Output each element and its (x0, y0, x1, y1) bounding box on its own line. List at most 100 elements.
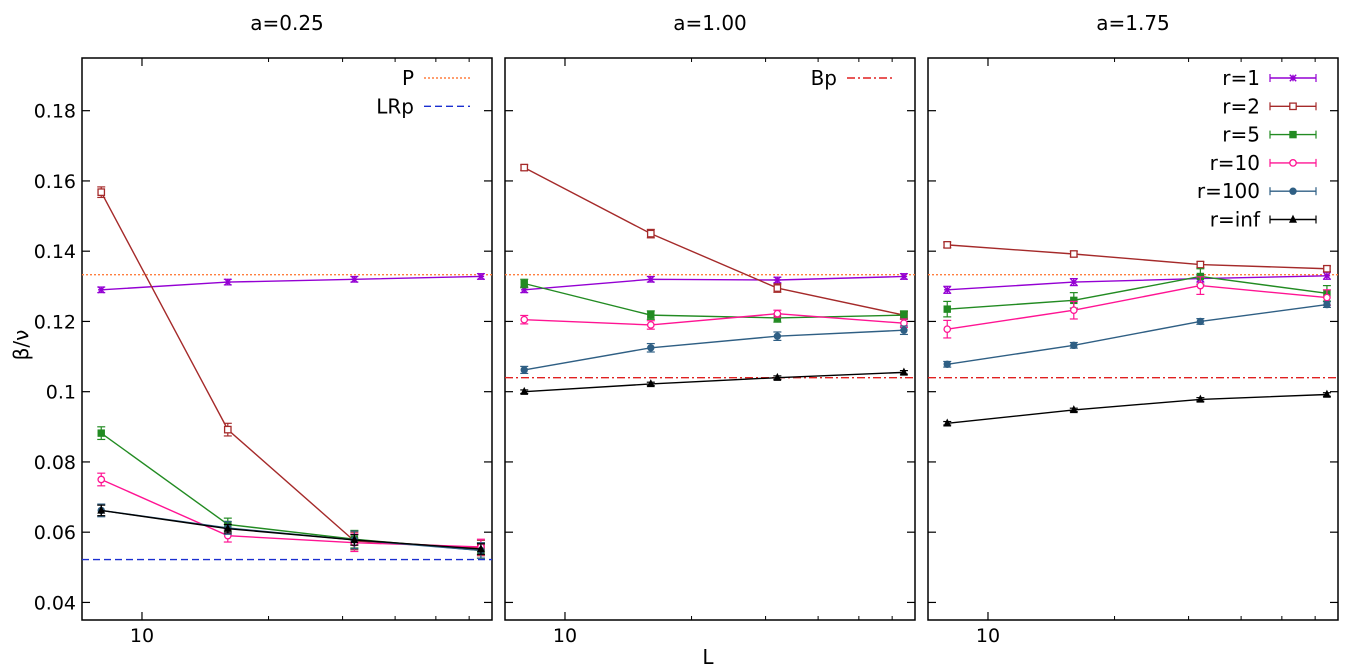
series-line (524, 282, 904, 319)
data-point (520, 366, 528, 374)
series-r-100 (520, 325, 908, 375)
legend: r=1 r=2 r=5 r=10 r=100 r=inf (1197, 66, 1317, 232)
series-line (523, 166, 905, 316)
data-point (1323, 264, 1331, 273)
data-point (97, 286, 105, 294)
data-point (224, 278, 232, 286)
legend-marker (1288, 214, 1298, 223)
legend-label: r=10 (1210, 151, 1260, 175)
data-point (520, 315, 529, 324)
data-point (520, 163, 529, 172)
y-tick-label: 0.08 (34, 452, 76, 474)
data-point (1323, 293, 1331, 302)
series-line (101, 275, 481, 291)
data-point (647, 344, 655, 352)
data-point (1323, 300, 1331, 309)
series-r-1 (943, 271, 1331, 294)
series-r-1 (520, 272, 908, 294)
series-line (524, 371, 904, 393)
data-point (899, 367, 908, 376)
data-point (1323, 272, 1331, 280)
series-r-2 (520, 163, 908, 320)
plot-area: 10 r=1 r=2 r=5 r=10 r=100 r=inf (928, 58, 1338, 647)
panel-a-1-00: a=1.00 10 Bp (504, 11, 916, 647)
data-point (900, 326, 908, 334)
series-line (100, 478, 481, 548)
data-point (1070, 341, 1078, 350)
legend-label: LRp (376, 94, 414, 118)
data-point (900, 311, 908, 319)
series-r-2 (97, 186, 485, 557)
series-line (524, 313, 904, 326)
series-r-inf (97, 504, 485, 555)
panel-frame (927, 57, 1339, 621)
data-point (97, 429, 105, 437)
data-point (773, 309, 782, 318)
data-point (646, 379, 655, 388)
panel-frame (81, 57, 493, 621)
legend-marker (1289, 102, 1297, 111)
series-line (947, 284, 1327, 330)
data-point (97, 475, 106, 484)
legend-marker (1289, 130, 1297, 139)
data-point (943, 286, 951, 294)
data-point (773, 372, 782, 381)
data-point (943, 360, 951, 368)
data-point (1322, 389, 1331, 398)
y-tick-label: 0.16 (34, 171, 76, 193)
data-point (1069, 405, 1078, 414)
data-point (1070, 278, 1078, 286)
y-tick-label: 0.14 (34, 241, 76, 263)
series-r-10 (520, 309, 908, 330)
data-point (520, 286, 528, 294)
series-r-1 (97, 272, 485, 294)
legend-label: r=2 (1222, 94, 1260, 118)
series-line (947, 275, 1328, 310)
series-r-inf (520, 367, 908, 395)
legend-label: P (402, 66, 414, 90)
plot-area: 10 Bp (505, 58, 915, 647)
data-point (1069, 250, 1078, 258)
y-tick-label: 0.06 (34, 522, 76, 544)
series-line (524, 329, 904, 371)
y-tick-label: 0.12 (34, 311, 76, 333)
legend-marker (1289, 74, 1297, 82)
legend-label: r=1 (1222, 66, 1260, 90)
series-line (100, 191, 481, 549)
x-tick-label: 10 (553, 625, 577, 647)
data-point (97, 188, 106, 197)
series-line (524, 275, 904, 291)
data-point (223, 523, 232, 532)
series-r-100 (943, 300, 1331, 368)
series-line (101, 509, 481, 550)
series-r-inf (943, 389, 1331, 427)
data-point (647, 311, 655, 319)
x-tick-label: 10 (976, 625, 1000, 647)
panel-a-0-25: a=0.25 0.04 0.06 0.08 0.1 0.12 0.14 0.16 0.18 10… (34, 11, 493, 647)
series-line (947, 244, 1327, 270)
y-tick-label: 0.18 (34, 101, 76, 123)
data-point (943, 418, 952, 427)
data-point (647, 275, 655, 283)
data-point (773, 284, 782, 292)
y-axis-label: β/ν (9, 330, 33, 361)
y-tick-label: 0.1 (46, 382, 76, 404)
legend-label: r=inf (1210, 208, 1261, 232)
plot-area: 0.04 0.06 0.08 0.1 0.12 0.14 0.16 0.18 10 P LRp (34, 58, 492, 647)
legend-marker (1289, 159, 1297, 167)
series-r-5 (97, 426, 485, 559)
data-point (477, 272, 485, 281)
data-point (900, 272, 908, 281)
data-point (646, 229, 655, 238)
data-point (520, 279, 528, 288)
legend-label: r=100 (1197, 179, 1260, 203)
data-point (646, 321, 655, 329)
legend: Bp (811, 66, 893, 90)
legend: P LRp (376, 66, 470, 118)
data-point (1069, 306, 1078, 315)
data-point (97, 505, 106, 514)
data-point (476, 544, 485, 553)
legend-marker (1289, 187, 1297, 195)
legend-label: r=5 (1222, 123, 1260, 147)
